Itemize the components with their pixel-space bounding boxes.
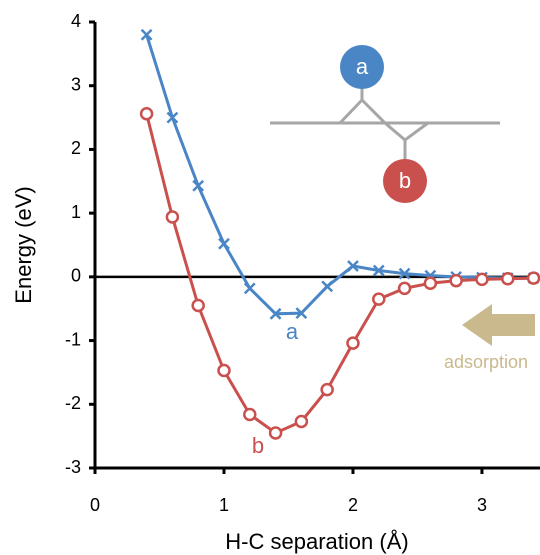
marker	[140, 28, 153, 41]
y-tick-label: -2	[65, 393, 81, 413]
marker	[192, 179, 205, 192]
marker	[347, 260, 359, 272]
marker	[217, 363, 231, 378]
x-axis-label: H-C separation (Å)	[225, 529, 408, 554]
marker	[243, 407, 257, 422]
marker	[295, 307, 308, 320]
curve-label: b	[252, 433, 264, 458]
marker	[139, 106, 154, 121]
annotation: adsorption	[444, 352, 528, 372]
y-tick-label: 2	[71, 138, 81, 158]
marker	[268, 426, 283, 440]
marker	[321, 280, 334, 293]
y-tick-label: -1	[65, 329, 81, 349]
atom-b	[383, 159, 427, 203]
y-tick-label: 0	[71, 266, 81, 286]
marker	[165, 210, 180, 224]
series-line	[145, 34, 534, 316]
bond-a	[338, 97, 387, 125]
y-axis-label: Energy (eV)	[11, 186, 36, 303]
x-tick-label: 2	[348, 495, 358, 515]
marker	[166, 111, 179, 124]
curve-label: a	[286, 319, 299, 344]
marker	[397, 281, 412, 296]
adsorption-arrow	[462, 304, 535, 346]
marker	[398, 267, 411, 280]
marker	[475, 272, 489, 287]
atom-a	[340, 45, 384, 89]
marker	[501, 272, 515, 286]
series-line	[145, 113, 534, 435]
y-tick-label: 1	[71, 202, 81, 222]
marker	[191, 298, 205, 313]
atom-label: a	[356, 54, 369, 79]
marker	[320, 382, 334, 397]
marker	[218, 237, 230, 250]
marker	[269, 307, 282, 320]
marker	[372, 292, 386, 306]
y-tick-label: 3	[71, 74, 81, 94]
marker	[372, 264, 385, 277]
marker	[423, 276, 438, 290]
marker	[294, 414, 309, 429]
marker	[346, 336, 360, 350]
atom-label: b	[399, 168, 411, 193]
marker	[526, 271, 540, 285]
x-tick-label: 0	[90, 495, 100, 515]
molecule-diagram	[270, 88, 500, 160]
marker	[449, 273, 463, 288]
y-tick-label: -3	[65, 457, 81, 477]
bond-b	[384, 121, 429, 142]
x-tick-label: 1	[219, 495, 229, 515]
y-tick-label: 4	[71, 11, 81, 31]
x-tick-label: 3	[477, 495, 487, 515]
marker	[243, 282, 256, 295]
